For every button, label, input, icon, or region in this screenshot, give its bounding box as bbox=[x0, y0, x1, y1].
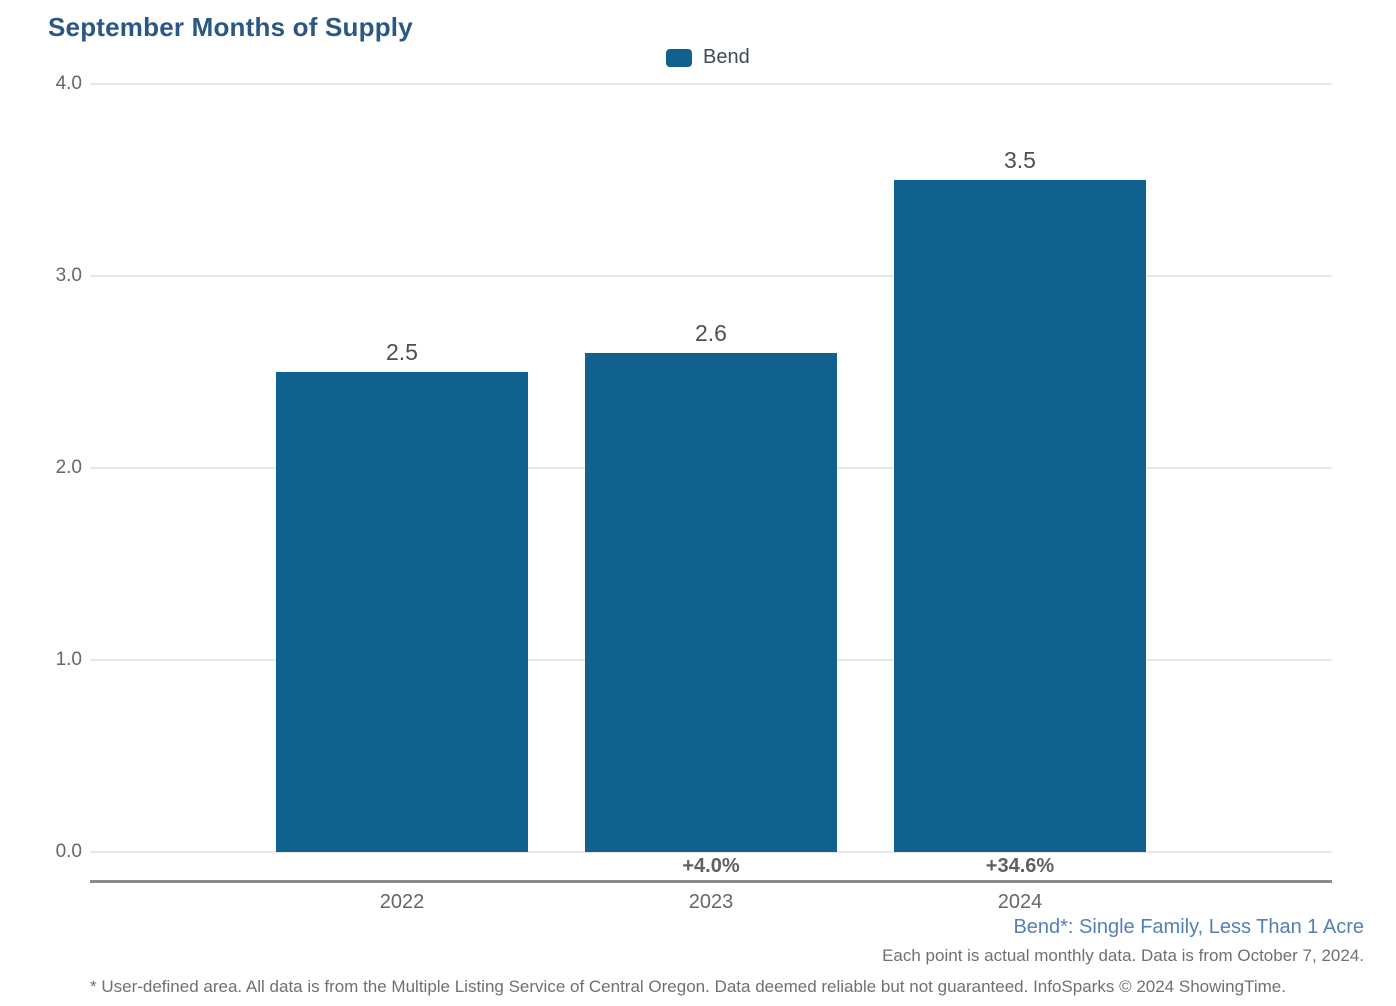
gridline bbox=[90, 851, 1332, 853]
x-axis-tick-label: 2024 bbox=[997, 891, 1043, 913]
bar-value-label: 2.6 bbox=[695, 320, 727, 346]
y-axis-tick-label: 2.0 bbox=[55, 457, 82, 478]
x-axis-line bbox=[90, 880, 1332, 883]
series-note: Bend*: Single Family, Less Than 1 Acre bbox=[1013, 916, 1364, 938]
y-axis-tick-label: 3.0 bbox=[55, 265, 82, 286]
plot-area: 2.5 2.6 3.5 bbox=[90, 83, 1332, 853]
data-note: Each point is actual monthly data. Data … bbox=[882, 946, 1364, 965]
x-axis-tick-label: 2023 bbox=[688, 891, 734, 913]
gridline bbox=[90, 275, 1332, 277]
x-axis-tick-label: 2022 bbox=[379, 891, 425, 913]
y-axis-tick-label: 0.0 bbox=[55, 841, 82, 862]
bar-2022[interactable] bbox=[276, 372, 528, 852]
bar-value-label: 2.5 bbox=[386, 339, 418, 365]
y-axis-tick-label: 1.0 bbox=[55, 649, 82, 670]
bar-2023[interactable] bbox=[585, 353, 837, 852]
bar-2024[interactable] bbox=[894, 180, 1146, 852]
bar-value-label: 3.5 bbox=[1004, 147, 1036, 173]
gridline bbox=[90, 83, 1332, 85]
pct-change-label: +34.6% bbox=[985, 855, 1055, 877]
pct-change-label: +4.0% bbox=[682, 855, 740, 877]
chart-title: September Months of Supply bbox=[48, 12, 413, 42]
y-axis-tick-label: 4.0 bbox=[55, 73, 82, 94]
legend: Bend bbox=[666, 46, 750, 69]
legend-series-label: Bend bbox=[703, 46, 750, 68]
disclaimer-note: * User-defined area. All data is from th… bbox=[90, 977, 1286, 996]
legend-swatch-icon bbox=[666, 48, 692, 67]
